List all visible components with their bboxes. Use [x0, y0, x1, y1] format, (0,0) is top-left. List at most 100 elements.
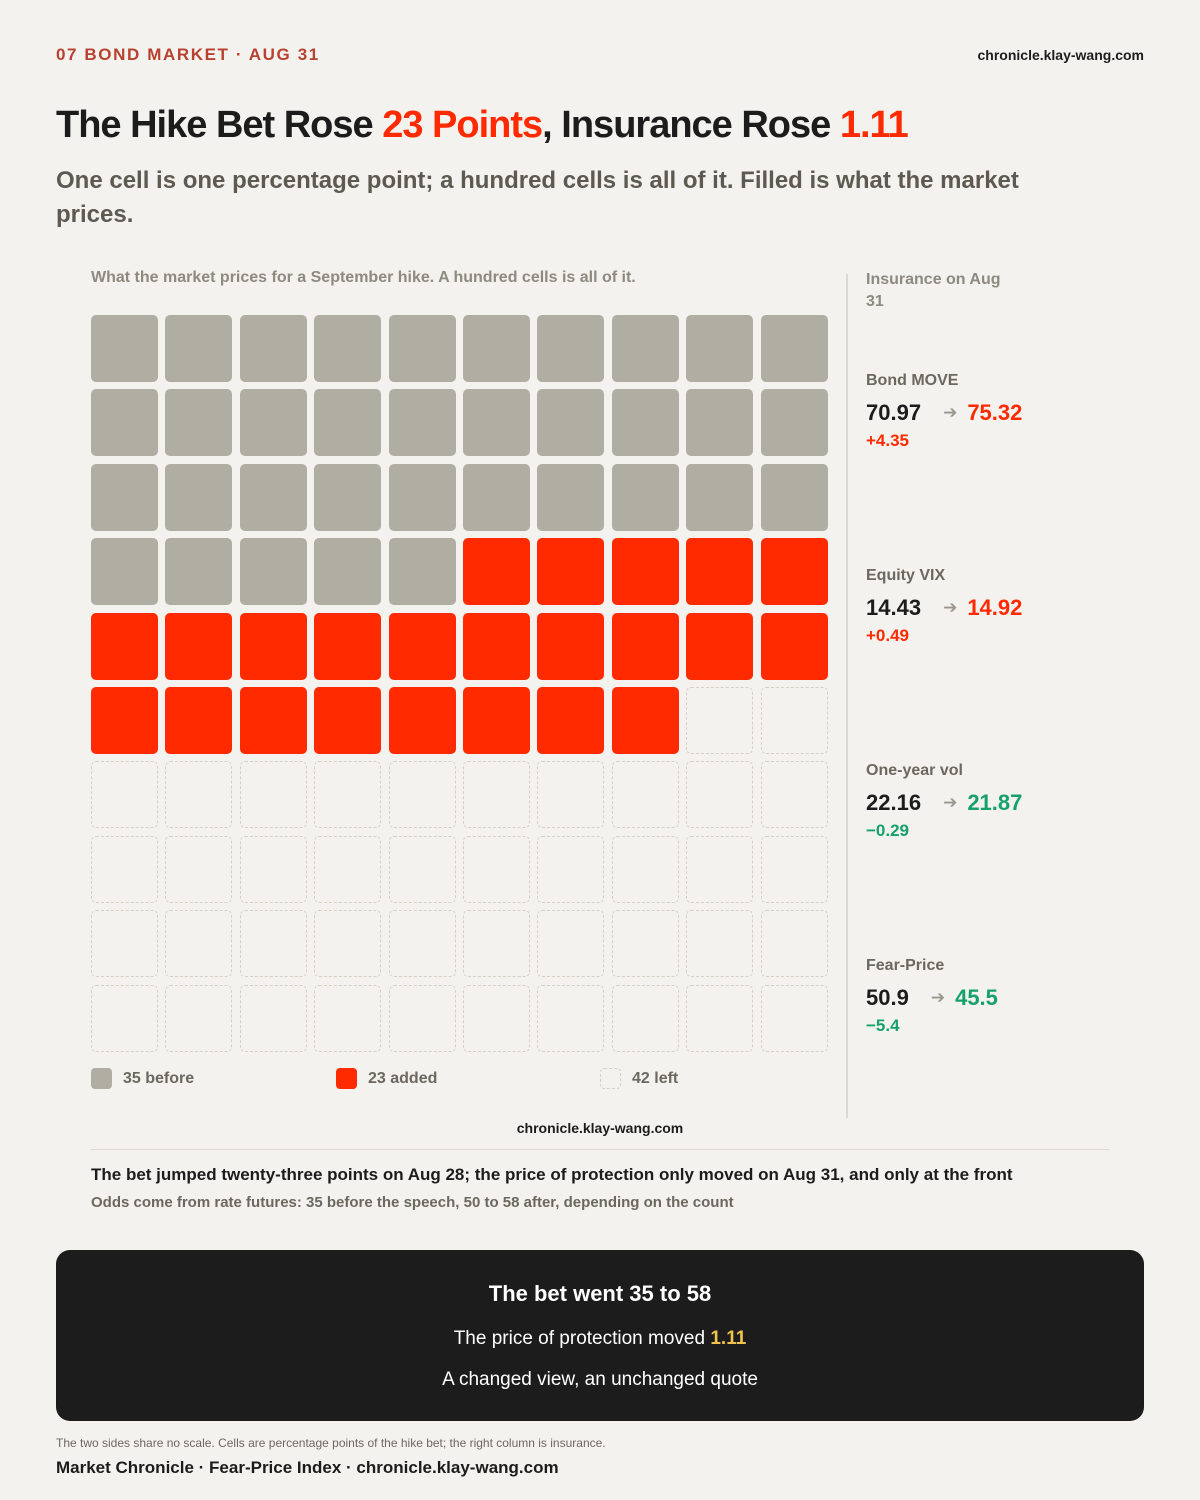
waffle-cell-left: [91, 984, 158, 1052]
site-link[interactable]: chronicle.klay-wang.com: [977, 47, 1145, 63]
metric-equity-vix: Equity VIX 14.43 ➔ 14.92 +0.49: [866, 567, 1166, 646]
waffle-cell-left: [91, 761, 158, 829]
waffle-cell-added: [239, 687, 307, 754]
waffle-cell-left: [611, 984, 679, 1052]
headline: The Hike Bet Rose 23 Points, Insurance R…: [56, 100, 1156, 150]
waffle-cell-left: [314, 910, 382, 978]
waffle-cell-left: [611, 761, 679, 829]
waffle-cell-before: [537, 389, 605, 457]
waffle-cell-added: [686, 538, 754, 606]
waffle-cell-added: [463, 687, 530, 754]
waffle-cell-before: [686, 389, 754, 457]
summary-callout: The bet went 35 to 58 The price of prote…: [56, 1250, 1144, 1421]
section-kicker: 07 BOND MARKET · AUG 31: [56, 45, 320, 64]
legend-item-added: 23 added: [336, 1068, 437, 1089]
waffle-cell-left: [686, 910, 754, 978]
metric-delta: +0.49: [866, 626, 910, 645]
waffle-cell-added: [686, 612, 754, 680]
note-sub: Odds come from rate futures: 35 before t…: [91, 1194, 734, 1211]
waffle-legend: 35 before 23 added 42 left: [91, 1068, 828, 1094]
divider: [91, 1149, 1109, 1150]
waffle-cell-added: [537, 538, 605, 606]
metric-name: Bond MOVE: [866, 372, 959, 389]
waffle-cell-before: [314, 538, 382, 606]
column-divider: [846, 274, 848, 1118]
waffle-cell-before: [686, 315, 754, 382]
waffle-cell-added: [165, 687, 233, 754]
waffle-cell-before: [760, 389, 828, 457]
waffle-cell-left: [239, 910, 307, 978]
legend-label-before: 35 before: [123, 1069, 195, 1087]
waffle-cell-before: [611, 315, 679, 382]
waffle-cell-left: [537, 835, 605, 903]
callout-line-2: A changed view, an unchanged quote: [442, 1369, 758, 1390]
top-bar: 07 BOND MARKET · AUG 31 chronicle.klay-w…: [56, 44, 1144, 66]
waffle-cell-left: [91, 910, 158, 978]
headline-highlight-insurance: 1.11: [839, 104, 909, 146]
waffle-cell-before: [239, 463, 307, 531]
waffle-cell-before: [165, 463, 233, 531]
waffle-cell-before: [463, 389, 530, 457]
headline-part-2: , Insurance Rose: [542, 104, 840, 146]
insurance-panel-title: Insurance on Aug 31: [866, 271, 1001, 310]
waffle-cell-before: [760, 463, 828, 531]
waffle-cell-added: [388, 687, 456, 754]
waffle-cell-left: [760, 835, 828, 903]
note-main: The bet jumped twenty-three points on Au…: [91, 1165, 1013, 1184]
legend-item-before: 35 before: [91, 1068, 194, 1089]
waffle-cell-left: [537, 984, 605, 1052]
waffle-cell-left: [239, 835, 307, 903]
waffle-cell-before: [239, 389, 307, 457]
metric-after-value: 21.87: [967, 790, 1023, 815]
waffle-cell-left: [388, 761, 456, 829]
metric-name: One-year vol: [866, 762, 963, 779]
waffle-cell-left: [537, 910, 605, 978]
waffle-cell-left: [165, 984, 233, 1052]
waffle-cell-before: [314, 389, 382, 457]
waffle-cell-before: [165, 389, 233, 457]
waffle-cell-added: [91, 612, 158, 680]
waffle-cell-added: [165, 612, 233, 680]
waffle-cell-before: [537, 315, 605, 382]
legend-swatch-before: [91, 1068, 112, 1089]
waffle-cell-before: [611, 389, 679, 457]
waffle-cell-before: [686, 463, 754, 531]
metric-before-value: 14.43: [866, 595, 922, 620]
legend-item-left: 42 left: [600, 1068, 678, 1089]
legend-label-added: 23 added: [368, 1069, 438, 1087]
waffle-cell-added: [760, 612, 828, 680]
metric-delta: −0.29: [866, 821, 910, 840]
waffle-cell-before: [239, 315, 307, 382]
subtitle: One cell is one percentage point; a hund…: [56, 167, 1019, 228]
waffle-cell-added: [239, 612, 307, 680]
waffle-cell-added: [537, 612, 605, 680]
waffle-cell-added: [388, 612, 456, 680]
waffle-cell-added: [463, 612, 530, 680]
headline-part-1: The Hike Bet Rose: [56, 104, 383, 146]
metric-before-value: 50.9: [866, 985, 909, 1010]
headline-highlight-points: 23 Points: [382, 104, 543, 146]
waffle-cell-before: [463, 463, 530, 531]
waffle-cell-left: [760, 984, 828, 1052]
waffle-cell-left: [611, 835, 679, 903]
metric-after-value: 45.5: [955, 985, 998, 1010]
arrow-right-icon: ➔: [943, 403, 958, 422]
callout-title: The bet went 35 to 58: [488, 1281, 712, 1306]
chart-source-link[interactable]: chronicle.klay-wang.com: [516, 1120, 684, 1136]
metric-name: Equity VIX: [866, 567, 946, 584]
waffle-cell-left: [686, 984, 754, 1052]
arrow-right-icon: ➔: [943, 598, 958, 617]
waffle-cell-added: [537, 687, 605, 754]
waffle-cell-before: [611, 463, 679, 531]
waffle-cell-left: [463, 835, 530, 903]
waffle-cell-before: [91, 538, 158, 606]
legend-swatch-added: [336, 1068, 357, 1089]
waffle-cell-left: [388, 984, 456, 1052]
waffle-cell-before: [388, 389, 456, 457]
footer-credit: Market Chronicle · Fear-Price Index · ch…: [56, 1458, 559, 1477]
waffle-cell-added: [611, 538, 679, 606]
metric-name: Fear-Price: [866, 957, 945, 974]
waffle-cell-before: [91, 463, 158, 531]
metric-delta: +4.35: [866, 431, 910, 450]
waffle-cell-left: [314, 984, 382, 1052]
